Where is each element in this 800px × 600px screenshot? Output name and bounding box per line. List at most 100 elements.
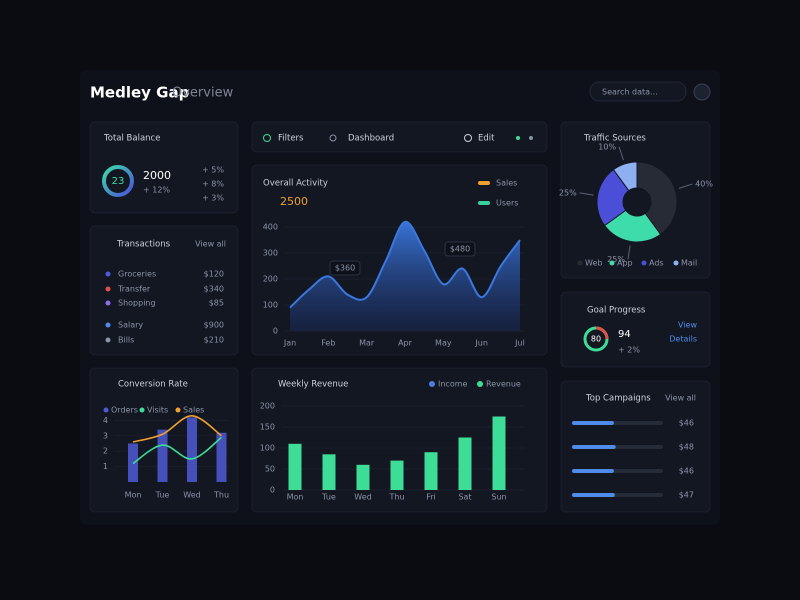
legend-dot <box>103 407 109 413</box>
icon <box>516 136 520 140</box>
x-tick-label: Thu <box>213 491 229 500</box>
row-label: Transfer <box>117 285 151 294</box>
y-tick-label: 150 <box>260 423 275 432</box>
avatar[interactable] <box>693 83 711 101</box>
legend-label: Orders <box>111 406 138 415</box>
x-tick-label: Jan <box>283 339 296 348</box>
x-tick-label: Sat <box>458 493 471 502</box>
bar <box>322 454 336 490</box>
row-label: Bills <box>118 336 134 345</box>
bar <box>424 452 438 490</box>
value-label: 25% <box>607 255 625 264</box>
y-tick-label: 100 <box>260 444 275 453</box>
y-tick-label: 400 <box>263 223 278 232</box>
leader-line <box>678 183 693 189</box>
y-tick-label: 100 <box>263 301 278 310</box>
y-tick-label: 2 <box>103 447 108 456</box>
row-label: Groceries <box>118 270 156 279</box>
area-fill <box>290 221 520 331</box>
row-value: $85 <box>209 299 224 308</box>
stat: + 8% <box>202 180 224 189</box>
x-tick-label: Tue <box>155 491 170 500</box>
toolbar-item[interactable]: Dashboard <box>348 134 394 144</box>
card-title: Transactions <box>116 240 171 250</box>
row-dot <box>105 271 111 277</box>
icon <box>529 136 533 140</box>
legend-label: Visits <box>147 406 168 415</box>
app-title: Medley Gap <box>90 84 190 102</box>
x-tick-label: Jun <box>474 339 488 348</box>
leader-line <box>579 192 594 196</box>
x-tick-label: Thu <box>388 493 404 502</box>
x-tick-label: Wed <box>183 491 200 500</box>
x-tick-label: Sun <box>491 493 506 502</box>
toolbar-item[interactable]: Edit <box>478 134 495 144</box>
ring <box>102 165 134 197</box>
x-tick-label: Mar <box>359 339 375 348</box>
row-value: $210 <box>204 336 224 345</box>
bar <box>458 437 472 490</box>
card-title: Total Balance <box>103 134 160 144</box>
bar <box>356 464 370 490</box>
legend-label: Sales <box>496 179 517 188</box>
x-tick-label: Fri <box>426 493 436 502</box>
value-label: 10% <box>598 142 616 151</box>
value-label: $46 <box>679 467 694 476</box>
legend-label: App <box>617 259 633 268</box>
line <box>132 436 222 465</box>
app-subtitle: Overview <box>172 86 234 101</box>
y-tick-label: 300 <box>263 249 278 258</box>
bar <box>187 417 197 482</box>
x-tick-label: Tue <box>321 493 336 502</box>
pie-slice <box>636 161 678 236</box>
value-label: 40% <box>695 180 713 189</box>
y-tick-label: 0 <box>270 486 275 495</box>
y-tick-label: 3 <box>103 431 108 440</box>
legend-label: Sales <box>183 406 204 415</box>
legend-dot <box>477 381 483 387</box>
area-line <box>289 220 521 309</box>
legend-dot <box>673 260 679 266</box>
toolbar-item[interactable]: Filters <box>278 134 304 144</box>
legend-dot <box>139 407 145 413</box>
legend-label: Revenue <box>486 380 521 389</box>
link[interactable]: View all <box>665 394 696 403</box>
legend-swatch <box>478 181 490 185</box>
note: + 2% <box>618 346 640 355</box>
row-value: $120 <box>204 270 224 279</box>
headline: 2500 <box>280 195 308 208</box>
gauge-arc <box>595 326 609 340</box>
legend-label: Ads <box>649 259 664 268</box>
link[interactable]: View <box>678 321 697 330</box>
search-box[interactable] <box>589 81 687 102</box>
row-label: Shopping <box>118 299 156 308</box>
icon <box>329 134 337 142</box>
legend-dot <box>175 407 181 413</box>
link[interactable]: Details <box>669 335 697 344</box>
card-title: Traffic Sources <box>583 134 646 144</box>
line <box>132 414 222 443</box>
row-dot <box>105 286 111 292</box>
legend-dot <box>609 260 615 266</box>
icon <box>464 134 472 142</box>
card-title: Top Campaigns <box>585 394 651 404</box>
card-title: Goal Progress <box>587 306 646 316</box>
y-tick-label: 1 <box>103 462 108 471</box>
link[interactable]: View all <box>195 240 226 249</box>
amount: 94 <box>618 329 631 340</box>
value-label: 25% <box>559 188 577 197</box>
legend-label: Web <box>585 259 602 268</box>
bar <box>390 460 404 490</box>
bar <box>216 432 227 482</box>
ring-value: 23 <box>112 176 125 187</box>
y-tick-label: 200 <box>263 275 278 284</box>
row-dot <box>105 337 111 343</box>
annotation: $360 <box>335 264 355 273</box>
y-tick-label: 0 <box>273 327 278 336</box>
bar <box>157 429 168 482</box>
card-title: Weekly Revenue <box>278 380 348 390</box>
legend-label: Users <box>496 199 518 208</box>
annotation-box <box>444 241 476 257</box>
stat: + 5% <box>202 166 224 175</box>
